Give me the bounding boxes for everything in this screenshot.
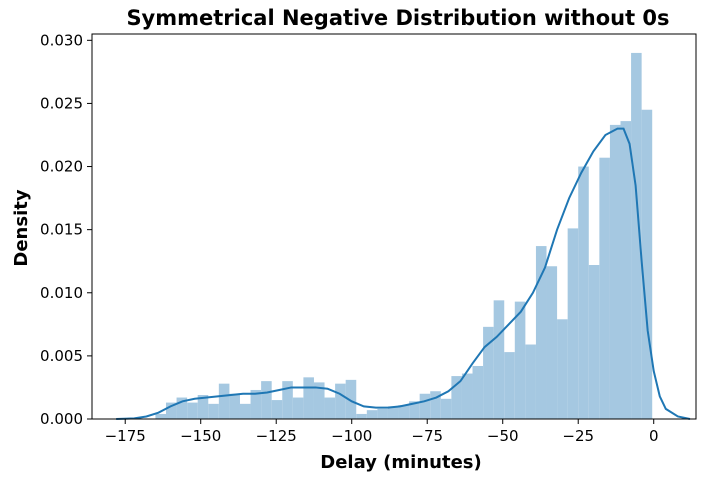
histogram-bars bbox=[155, 52, 653, 420]
histogram-bar bbox=[419, 393, 431, 419]
y-tick-label: 0.010 bbox=[40, 284, 83, 302]
histogram-bar bbox=[546, 266, 558, 419]
x-axis-label: Delay (minutes) bbox=[320, 452, 481, 473]
y-tick-label: 0.030 bbox=[40, 31, 83, 49]
histogram-bar bbox=[292, 397, 304, 419]
axes bbox=[91, 33, 697, 420]
histogram-bar bbox=[155, 413, 166, 419]
histogram-bar bbox=[493, 300, 505, 419]
histogram-bar bbox=[261, 381, 272, 419]
chart-title: Symmetrical Negative Distribution withou… bbox=[126, 6, 669, 30]
histogram-bar bbox=[525, 344, 536, 419]
x-tick-label: 0 bbox=[649, 427, 659, 445]
histogram-bar bbox=[229, 393, 240, 419]
y-tick-label: 0.020 bbox=[40, 158, 83, 176]
plot-frame bbox=[91, 33, 697, 420]
histogram-bar bbox=[324, 397, 336, 419]
x-tick-label: −150 bbox=[180, 427, 221, 445]
histogram-bar bbox=[514, 301, 526, 419]
histogram-bar bbox=[472, 365, 484, 419]
histogram-bar bbox=[387, 406, 399, 419]
histogram-bar bbox=[377, 408, 388, 419]
histogram-bar bbox=[313, 382, 325, 419]
histogram-bar bbox=[409, 401, 420, 419]
histogram-bar bbox=[557, 319, 568, 419]
y-tick-label: 0.025 bbox=[40, 94, 83, 112]
histogram-bar bbox=[461, 373, 473, 419]
histogram-bar bbox=[440, 398, 452, 419]
kde-curve bbox=[116, 127, 691, 420]
histogram-bar bbox=[250, 389, 262, 419]
histogram-bar bbox=[578, 166, 589, 419]
histogram-bar bbox=[535, 246, 547, 419]
y-tick-label: 0.005 bbox=[40, 347, 83, 365]
histogram-bar bbox=[504, 352, 515, 419]
histogram-bar bbox=[366, 410, 378, 419]
histogram-bar bbox=[165, 402, 177, 419]
histogram-bar bbox=[197, 395, 209, 419]
histogram-bar bbox=[218, 383, 230, 419]
histogram-bar bbox=[641, 109, 653, 420]
histogram-bar bbox=[483, 326, 494, 419]
x-tick-label: −125 bbox=[256, 427, 297, 445]
x-tick-label: −100 bbox=[331, 427, 372, 445]
histogram-bar bbox=[609, 124, 621, 419]
x-tick-label: −175 bbox=[105, 427, 146, 445]
y-axis-label: Density bbox=[11, 189, 32, 266]
histogram-bar bbox=[398, 405, 410, 419]
y-tick-label: 0.015 bbox=[40, 221, 83, 239]
histogram-bar bbox=[567, 228, 579, 419]
histogram-bar bbox=[303, 377, 314, 419]
histogram-bar bbox=[187, 402, 198, 419]
histogram-bar bbox=[451, 376, 462, 419]
histogram-bar bbox=[208, 403, 219, 419]
y-tick-label: 0.000 bbox=[40, 410, 83, 428]
x-axis-ticks: −175 −150 −125 −100 −75 −50 −25 0 bbox=[105, 419, 659, 445]
histogram-bar bbox=[356, 413, 367, 419]
histogram-bar bbox=[176, 397, 188, 419]
x-tick-label: −75 bbox=[411, 427, 443, 445]
histogram-bar bbox=[631, 52, 642, 420]
histogram-bar bbox=[430, 391, 441, 419]
histogram-bar bbox=[599, 157, 610, 419]
histogram-bar bbox=[620, 121, 632, 419]
histogram-bar bbox=[271, 400, 283, 419]
histogram-bar bbox=[282, 381, 293, 419]
histogram-bar bbox=[588, 265, 600, 419]
x-tick-label: −50 bbox=[487, 427, 519, 445]
histogram-bar bbox=[335, 383, 346, 419]
x-tick-label: −25 bbox=[562, 427, 594, 445]
histogram-bar bbox=[345, 379, 357, 419]
y-axis-ticks: 0.000 0.005 0.010 0.015 0.020 0.025 0.030 bbox=[40, 31, 92, 428]
histogram-bar bbox=[239, 403, 251, 419]
